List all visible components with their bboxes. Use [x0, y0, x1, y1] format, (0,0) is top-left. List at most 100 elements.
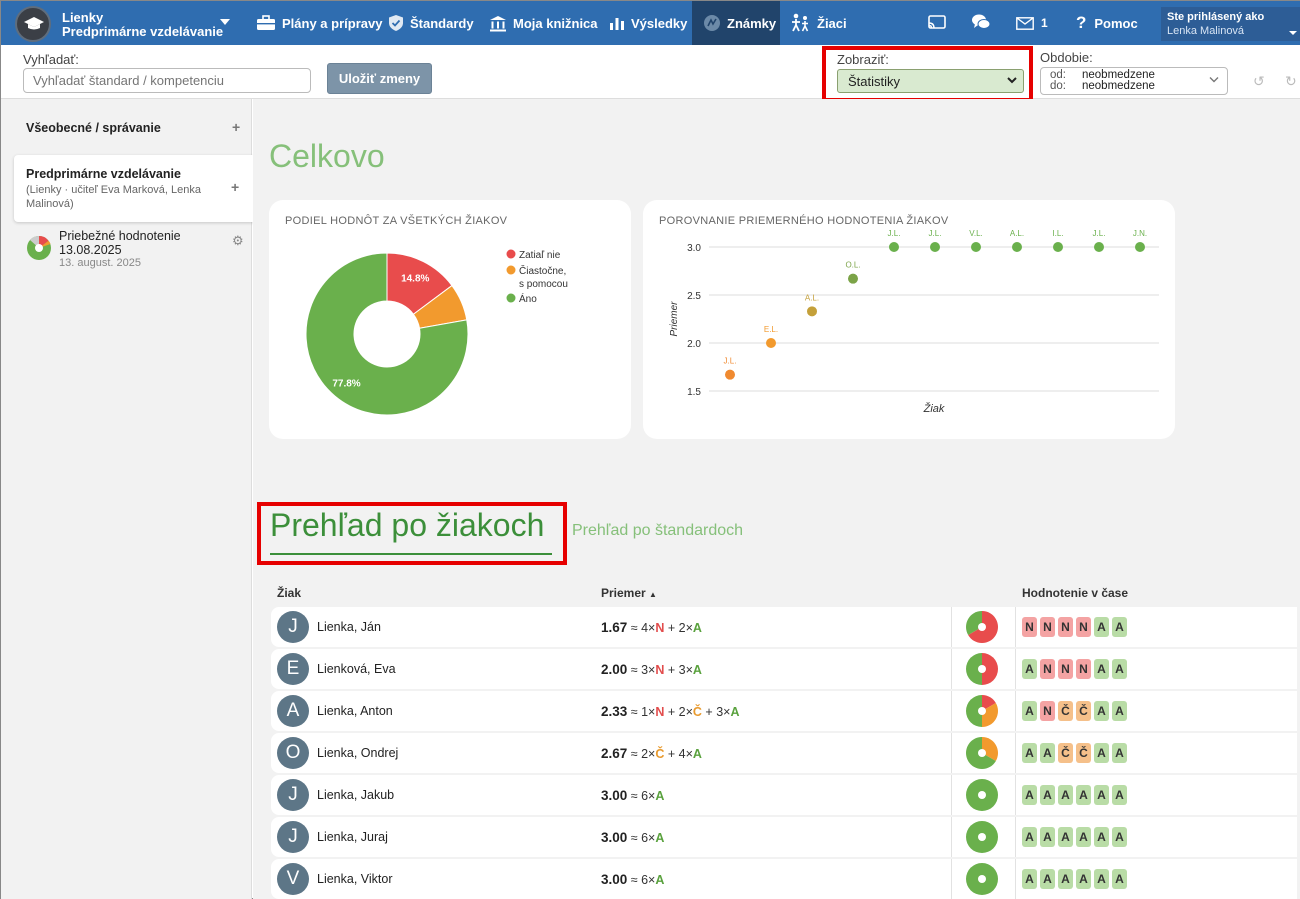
grade-badge[interactable]: A	[1022, 701, 1037, 721]
grade-badge[interactable]: A	[1040, 827, 1055, 847]
grade-badge[interactable]: A	[1040, 869, 1055, 889]
grade-badge[interactable]: A	[1058, 827, 1073, 847]
help-button[interactable]: ? Pomoc	[1076, 1, 1138, 45]
grade-badge[interactable]: A	[1112, 659, 1127, 679]
table-row[interactable]: A Lienka, Anton 2.33 ≈ 1×N + 2×Č + 3×A A N Č Č…	[271, 691, 1297, 731]
student-name[interactable]: Lienková, Eva	[317, 662, 396, 676]
scatter-point[interactable]	[971, 242, 981, 252]
scatter-point[interactable]	[930, 242, 940, 252]
class-selector[interactable]: Lienky Predprimárne vzdelávanie	[62, 11, 223, 39]
grade-badge[interactable]: A	[1076, 869, 1091, 889]
grade-badge[interactable]: N	[1076, 617, 1091, 637]
grade-badge[interactable]: A	[1058, 785, 1073, 805]
grade-badge[interactable]: Č	[1076, 701, 1091, 721]
grade-badge[interactable]: A	[1076, 785, 1091, 805]
table-row[interactable]: J Lienka, Jakub 3.00 ≈ 6×A A A A A A A	[271, 775, 1297, 815]
scatter-point[interactable]	[1053, 242, 1063, 252]
tab-students-overview[interactable]: Prehľad po žiakoch	[270, 507, 545, 543]
grade-badge[interactable]: N	[1040, 701, 1055, 721]
grade-badge[interactable]: A	[1094, 743, 1109, 763]
grade-badge[interactable]: A	[1022, 743, 1037, 763]
grade-badge[interactable]: A	[1022, 659, 1037, 679]
scatter-point[interactable]	[725, 369, 735, 380]
app-logo[interactable]	[15, 6, 51, 42]
grade-badge[interactable]: A	[1094, 785, 1109, 805]
grade-badge[interactable]: A	[1094, 869, 1109, 889]
grade-badge[interactable]: Č	[1058, 701, 1073, 721]
cast-icon[interactable]	[928, 14, 946, 32]
column-divider	[1015, 733, 1016, 773]
chevron-down-icon[interactable]	[220, 19, 230, 25]
student-name[interactable]: Lienka, Viktor	[317, 872, 393, 886]
plus-icon[interactable]: +	[232, 119, 241, 135]
table-row[interactable]: J Lienka, Ján 1.67 ≈ 4×N + 2×A N N N N A A	[271, 607, 1297, 647]
gear-icon[interactable]: ⚙	[232, 233, 244, 248]
student-pie-icon	[966, 611, 998, 643]
student-name[interactable]: Lienka, Anton	[317, 704, 393, 718]
chat-icon[interactable]	[971, 13, 991, 32]
table-row[interactable]: J Lienka, Juraj 3.00 ≈ 6×A A A A A A A	[271, 817, 1297, 857]
column-header-student[interactable]: Žiak	[277, 586, 302, 600]
column-header-average[interactable]: Priemer ▲	[601, 586, 657, 600]
grade-badge[interactable]: A	[1094, 827, 1109, 847]
grade-badge[interactable]: A	[1112, 869, 1127, 889]
display-select[interactable]: Štatistiky	[837, 69, 1024, 93]
grade-badge[interactable]: N	[1076, 659, 1091, 679]
table-row[interactable]: O Lienka, Ondrej 2.67 ≈ 2×Č + 4×A A A Č Č A A	[271, 733, 1297, 773]
scatter-point[interactable]	[1135, 242, 1145, 252]
redo-icon[interactable]: ↻	[1285, 73, 1297, 89]
search-input[interactable]	[23, 68, 311, 93]
tab-standards-overview[interactable]: Prehľad po štandardoch	[572, 522, 744, 539]
scatter-point[interactable]	[1094, 242, 1104, 252]
plus-icon[interactable]: +	[231, 179, 240, 195]
scatter-point[interactable]	[807, 306, 817, 317]
scatter-point[interactable]	[1012, 242, 1022, 252]
grade-badge[interactable]: N	[1040, 659, 1055, 679]
avatar: J	[277, 611, 309, 643]
student-name[interactable]: Lienka, Ján	[317, 620, 381, 634]
grade-badge[interactable]: A	[1112, 743, 1127, 763]
grade-badge[interactable]: N	[1058, 617, 1073, 637]
scatter-point[interactable]	[848, 273, 858, 284]
student-name[interactable]: Lienka, Juraj	[317, 830, 388, 844]
student-name[interactable]: Lienka, Ondrej	[317, 746, 399, 760]
grade-badge[interactable]: A	[1112, 827, 1127, 847]
grade-badge[interactable]: A	[1094, 659, 1109, 679]
grade-badge[interactable]: A	[1040, 743, 1055, 763]
period-select[interactable]: od: neobmedzene do: neobmedzene	[1040, 67, 1228, 95]
grade-badge[interactable]: A	[1022, 869, 1037, 889]
nav-plans[interactable]: Plány a prípravy	[256, 1, 382, 45]
table-row[interactable]: E Lienková, Eva 2.00 ≈ 3×N + 3×A A N N N A A	[271, 649, 1297, 689]
grade-badge[interactable]: N	[1022, 617, 1037, 637]
sidebar-item-preschool[interactable]: Predprimárne vzdelávanie (Lienky · učite…	[14, 155, 253, 222]
grade-badge[interactable]: A	[1022, 785, 1037, 805]
mail-icon[interactable]	[1016, 17, 1034, 30]
sidebar-section-general[interactable]: Všeobecné / správanie	[26, 121, 161, 135]
grade-badge[interactable]: A	[1112, 785, 1127, 805]
scatter-point[interactable]	[889, 242, 899, 252]
student-name[interactable]: Lienka, Jakub	[317, 788, 395, 802]
nav-results[interactable]: Výsledky	[609, 1, 687, 45]
nav-standards[interactable]: Štandardy	[388, 1, 474, 45]
undo-icon[interactable]: ↺	[1253, 73, 1265, 89]
save-button[interactable]: Uložiť zmeny	[327, 63, 432, 94]
grade-badge[interactable]: A	[1076, 827, 1091, 847]
grade-badge[interactable]: A	[1112, 701, 1127, 721]
user-menu[interactable]: Ste prihlásený ako Lenka Malinová	[1161, 7, 1300, 41]
pie-slice[interactable]	[305, 252, 469, 416]
scatter-point[interactable]	[766, 338, 776, 348]
table-row[interactable]: V Lienka, Viktor 3.00 ≈ 6×A A A A A A A	[271, 859, 1297, 899]
grade-badge[interactable]: A	[1112, 617, 1127, 637]
grade-badge[interactable]: A	[1022, 827, 1037, 847]
grade-badge[interactable]: Č	[1058, 743, 1073, 763]
grade-badge[interactable]: A	[1094, 617, 1109, 637]
grade-badge[interactable]: A	[1094, 701, 1109, 721]
grade-badge[interactable]: A	[1058, 869, 1073, 889]
grade-badge[interactable]: N	[1058, 659, 1073, 679]
grade-badge[interactable]: A	[1040, 785, 1055, 805]
nav-library[interactable]: Moja knižnica	[489, 1, 598, 45]
nav-grades[interactable]: Známky	[692, 1, 780, 45]
grade-badge[interactable]: N	[1040, 617, 1055, 637]
nav-students[interactable]: Žiaci	[789, 1, 847, 45]
grade-badge[interactable]: Č	[1076, 743, 1091, 763]
